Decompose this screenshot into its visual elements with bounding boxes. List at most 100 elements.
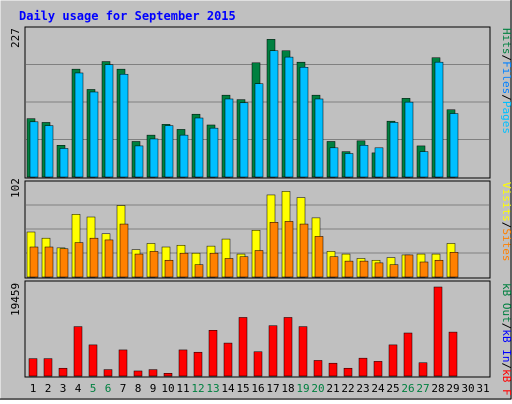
x-label-29: 29 bbox=[446, 382, 459, 395]
x-label-4: 4 bbox=[75, 382, 82, 395]
x-label-1: 1 bbox=[30, 382, 37, 395]
top-legend-item-3: / bbox=[500, 94, 512, 101]
bar-sites-15 bbox=[239, 256, 249, 278]
x-label-25: 25 bbox=[386, 382, 399, 395]
bar-kbf-28 bbox=[433, 286, 443, 377]
bar-sites-14 bbox=[224, 258, 234, 278]
bar-files-27 bbox=[419, 151, 429, 178]
bar-sites-23 bbox=[359, 260, 369, 278]
bar-sites-2 bbox=[44, 246, 54, 278]
bar-files-17 bbox=[269, 50, 279, 178]
bar-files-14 bbox=[224, 98, 234, 178]
bar-sites-16 bbox=[254, 250, 264, 278]
bar-files-10 bbox=[164, 125, 174, 178]
bar-kbf-22 bbox=[343, 367, 353, 377]
x-label-19: 19 bbox=[296, 382, 309, 395]
x-label-7: 7 bbox=[120, 382, 127, 395]
x-label-3: 3 bbox=[60, 382, 67, 395]
bar-kbf-3 bbox=[58, 367, 68, 377]
bar-kbf-18 bbox=[283, 317, 293, 377]
bar-kbf-13 bbox=[208, 330, 218, 377]
bar-kbf-5 bbox=[88, 344, 98, 377]
bar-files-6 bbox=[104, 64, 114, 178]
bar-kbf-26 bbox=[403, 332, 413, 377]
middle-legend-item-2: Sites bbox=[500, 228, 512, 261]
bottom-legend-text: kB Out/kB In/kB F bbox=[500, 283, 512, 396]
x-label-17: 17 bbox=[266, 382, 279, 395]
bottom-max-label: 19459 bbox=[9, 283, 22, 316]
bottom-legend-item-4: kB F bbox=[500, 369, 512, 396]
x-label-14: 14 bbox=[221, 382, 235, 395]
bar-files-26 bbox=[404, 101, 414, 178]
x-label-31: 31 bbox=[476, 382, 489, 395]
bar-sites-1 bbox=[29, 246, 39, 278]
bar-files-1 bbox=[29, 121, 39, 178]
bar-kbf-2 bbox=[43, 358, 53, 377]
bar-sites-7 bbox=[119, 223, 129, 278]
bar-files-23 bbox=[359, 145, 369, 178]
bar-kbf-24 bbox=[373, 361, 383, 377]
bar-kbf-11 bbox=[178, 349, 188, 377]
x-label-15: 15 bbox=[236, 382, 249, 395]
bar-files-7 bbox=[119, 73, 129, 178]
top-legend-item-2: Files bbox=[500, 61, 512, 94]
bar-kbf-15 bbox=[238, 317, 248, 377]
bar-kbf-10 bbox=[163, 373, 173, 377]
bar-sites-27 bbox=[419, 261, 429, 278]
x-label-24: 24 bbox=[371, 382, 385, 395]
bar-files-3 bbox=[59, 148, 69, 178]
x-label-11: 11 bbox=[176, 382, 189, 395]
bar-kbf-19 bbox=[298, 326, 308, 377]
bar-files-13 bbox=[209, 127, 219, 178]
bar-files-5 bbox=[89, 91, 99, 178]
bar-sites-17 bbox=[269, 222, 279, 278]
bar-files-24 bbox=[374, 147, 384, 178]
bar-sites-4 bbox=[74, 242, 84, 278]
top-legend-item-0: Hits bbox=[500, 28, 512, 55]
x-label-5: 5 bbox=[90, 382, 97, 395]
bar-sites-8 bbox=[134, 253, 144, 278]
x-label-30: 30 bbox=[461, 382, 474, 395]
bar-sites-10 bbox=[164, 259, 174, 278]
x-label-21: 21 bbox=[326, 382, 339, 395]
bars-layer bbox=[26, 39, 459, 377]
middle-max-label: 102 bbox=[9, 178, 22, 198]
top-legend-item-1: / bbox=[500, 55, 512, 62]
bottom-legend-item-1: / bbox=[500, 323, 512, 330]
bar-sites-18 bbox=[284, 221, 294, 278]
x-label-12: 12 bbox=[191, 382, 204, 395]
bar-files-22 bbox=[344, 153, 354, 178]
bar-files-25 bbox=[389, 122, 399, 178]
middle-legend-item-1: / bbox=[500, 222, 512, 229]
bar-kbf-9 bbox=[148, 369, 158, 377]
middle-legend: Visits/Sites bbox=[500, 182, 512, 262]
bar-files-19 bbox=[299, 67, 309, 178]
bar-sites-24 bbox=[374, 262, 384, 278]
bar-kbf-7 bbox=[118, 349, 128, 377]
bar-kbf-14 bbox=[223, 342, 233, 377]
middle-legend-text: Visits/Sites bbox=[500, 182, 512, 262]
x-label-9: 9 bbox=[150, 382, 157, 395]
x-label-26: 26 bbox=[401, 382, 414, 395]
bar-sites-22 bbox=[344, 260, 354, 278]
bar-sites-25 bbox=[389, 264, 399, 278]
bar-kbf-29 bbox=[448, 331, 458, 377]
bar-sites-26 bbox=[404, 254, 414, 278]
bar-files-16 bbox=[254, 83, 264, 178]
bottom-legend: kB Out/kB In/kB F bbox=[500, 283, 512, 396]
bottom-legend-item-0: kB Out bbox=[500, 283, 512, 323]
x-label-16: 16 bbox=[251, 382, 264, 395]
bar-files-12 bbox=[194, 117, 204, 178]
bar-sites-21 bbox=[329, 256, 339, 278]
bar-files-9 bbox=[149, 138, 159, 178]
x-axis-labels: 1 2 3 4 5 6 7 8 9 10 11 12 13 14 15 16 17 18 19 20 21 22 23 24 2… bbox=[30, 382, 490, 395]
bar-sites-6 bbox=[104, 239, 114, 278]
bar-files-28 bbox=[434, 61, 444, 178]
bar-sites-13 bbox=[209, 252, 219, 278]
x-label-23: 23 bbox=[356, 382, 369, 395]
bar-files-15 bbox=[239, 102, 249, 178]
bar-kbf-8 bbox=[133, 370, 143, 377]
chart-title: Daily usage for September 2015 bbox=[19, 9, 236, 23]
